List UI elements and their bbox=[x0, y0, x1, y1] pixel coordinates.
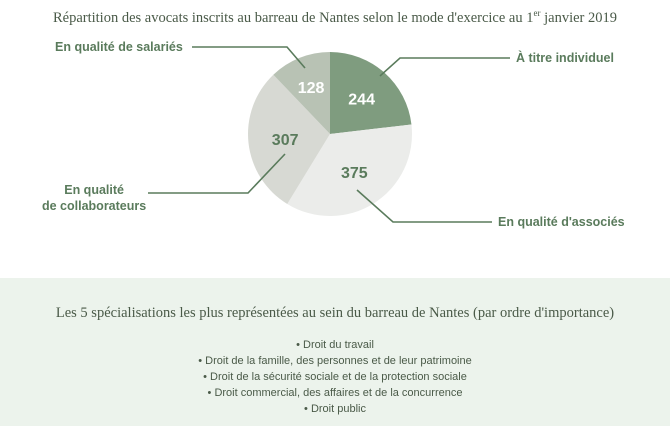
label-collaborateurs-line1: En qualité bbox=[64, 183, 124, 197]
list-item: Droit du travail bbox=[0, 337, 670, 353]
leader-line-salaries bbox=[192, 46, 306, 69]
list-item: Droit commercial, des affaires et de la … bbox=[0, 385, 670, 401]
label-collaborateurs: En qualité de collaborateurs bbox=[42, 182, 146, 214]
leader-line-collaborateurs bbox=[148, 153, 286, 194]
label-collaborateurs-line2: de collaborateurs bbox=[42, 199, 147, 213]
leader-line-individuel bbox=[379, 57, 510, 77]
specialisations-list: Droit du travail Droit de la famille, de… bbox=[0, 337, 670, 417]
list-item: Droit de la sécurité sociale et de la pr… bbox=[0, 369, 670, 385]
pie-slice-salaries bbox=[273, 52, 330, 134]
slice-value-salaries: 128 bbox=[298, 80, 325, 97]
slice-value-individuel: 244 bbox=[348, 91, 375, 108]
pie-slice-associes bbox=[287, 124, 413, 216]
chart-title: Répartition des avocats inscrits au barr… bbox=[52, 8, 618, 26]
leader-line-associes bbox=[356, 189, 492, 223]
label-individuel: À titre individuel bbox=[516, 51, 614, 65]
list-item: Droit de la famille, des personnes et de… bbox=[0, 353, 670, 369]
pie-slice-individuel bbox=[330, 52, 412, 134]
slice-value-collaborateurs: 307 bbox=[272, 132, 299, 149]
specialisations-title: Les 5 spécialisations les plus représent… bbox=[55, 305, 615, 321]
list-item: Droit public bbox=[0, 401, 670, 417]
label-salaries: En qualité de salariés bbox=[55, 40, 183, 54]
pie-chart: 244 375 307 128 bbox=[148, 46, 510, 223]
pie-chart-section: Répartition des avocats inscrits au barr… bbox=[42, 8, 625, 229]
specialisations-section: Les 5 spécialisations les plus représent… bbox=[0, 278, 670, 426]
slice-value-associes: 375 bbox=[341, 165, 368, 182]
label-associes: En qualité d'associés bbox=[498, 215, 625, 229]
